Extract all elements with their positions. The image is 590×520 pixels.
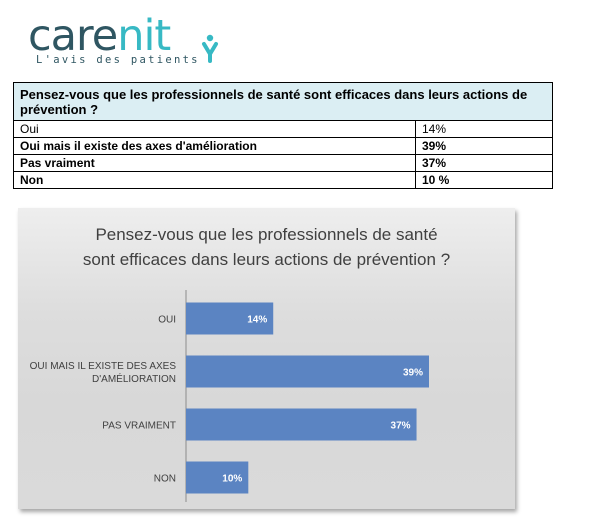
table-row: Pas vraiment 37% [13, 154, 553, 172]
table-row-value: 10 % [415, 171, 553, 189]
table-row: Non 10 % [13, 171, 553, 189]
logo-word-part1: care [28, 11, 118, 61]
table-row-label: Oui mais il existe des axes d'améliorati… [13, 137, 416, 155]
bar [186, 461, 249, 494]
data-label: 37% [391, 421, 411, 432]
results-table: Pensez-vous que les professionnels de sa… [13, 82, 553, 189]
data-label: 39% [403, 368, 423, 379]
bar-chart: 14% OUI 39% OUI MAIS IL EXISTE DES AXESD'AM… [30, 290, 429, 502]
table-row-label: Pas vraiment [13, 154, 416, 172]
category-label: NON [154, 474, 176, 485]
chart-panel: Pensez-vous que les professionnels de sa… [18, 208, 515, 509]
table-row-label: Non [13, 171, 416, 189]
carenity-logo: carenit L'avis des patients [28, 14, 228, 72]
chart-title-line: sont efficaces dans leurs actions de pré… [82, 250, 451, 269]
category-label: OUI MAIS IL EXISTE DES AXES [30, 361, 177, 372]
bar [186, 302, 274, 335]
logo-word-part2: nit [117, 11, 171, 61]
person-icon [202, 34, 218, 63]
bar [186, 355, 429, 388]
category-label: OUI [158, 315, 176, 326]
table-question-row: Pensez-vous que les professionnels de sa… [13, 82, 553, 121]
chart-title: Pensez-vous que les professionnels de sa… [18, 222, 515, 272]
table-row-value: 39% [415, 137, 553, 155]
table-row-label: Oui [13, 120, 416, 138]
bar [186, 408, 417, 441]
table-row-value: 14% [415, 120, 553, 138]
category-label: D'AMÉLIORATION [92, 372, 176, 385]
chart-title-line: Pensez-vous que les professionnels de sa… [95, 225, 438, 244]
table-row: Oui 14% [13, 120, 553, 138]
data-label: 14% [247, 315, 267, 326]
table-question: Pensez-vous que les professionnels de sa… [13, 82, 553, 121]
category-label: PAS VRAIMENT [102, 421, 176, 432]
table-row: Oui mais il existe des axes d'améliorati… [13, 137, 553, 155]
table-row-value: 37% [415, 154, 553, 172]
data-label: 10% [222, 474, 242, 485]
logo-wordmark: carenit [28, 11, 171, 61]
logo-tagline: L'avis des patients [36, 54, 200, 66]
